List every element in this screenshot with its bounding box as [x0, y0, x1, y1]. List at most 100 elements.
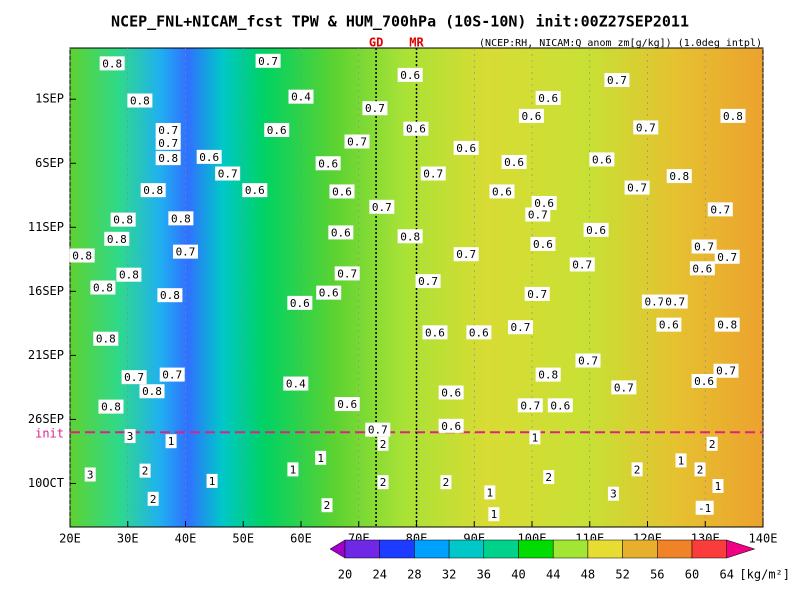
contour-label: 1 [209, 475, 216, 488]
contour-label: 0.7 [365, 102, 385, 115]
chart-subtitle: (NCEP:RH, NICAM:Q anom zm[g/kg]) (1.0deg… [479, 38, 762, 49]
contour-label-bg [535, 90, 561, 105]
contour-label: 0.8 [113, 214, 133, 227]
contour-label: 0.6 [331, 226, 351, 239]
contour-label-bg [422, 325, 448, 340]
contour-label: 0.6 [290, 297, 310, 310]
contour-label: 0.7 [158, 137, 178, 150]
contour-label: 0.7 [636, 121, 656, 134]
contour-label-bg [168, 211, 194, 226]
contour-label-bg [714, 317, 740, 332]
contour-label: 1 [491, 508, 498, 521]
contour-label-bg [329, 184, 355, 199]
contour-label-bg [453, 247, 479, 262]
contour-label-bg [127, 93, 153, 108]
colorbar-box [587, 539, 623, 559]
x-tick-label: 140E [749, 532, 778, 546]
y-tick-label: 16SEP [28, 284, 64, 298]
contour-label: 0.8 [102, 57, 122, 70]
contour-label-bg [334, 397, 360, 412]
contour-label-bg [488, 507, 500, 522]
colorbar-box [657, 539, 693, 559]
colorbar-box [448, 539, 485, 559]
y-tick-label: 6SEP [35, 156, 64, 170]
contour-label: 0.6 [534, 197, 554, 210]
contour-label-bg [675, 453, 687, 468]
contour-label-bg [147, 491, 159, 506]
contour-label-bg [438, 385, 464, 400]
contour-label: 0.6 [441, 420, 461, 433]
colorbar-label: 44 [546, 568, 560, 582]
contour-label-bg [328, 225, 354, 240]
contour-label-bg [525, 207, 551, 222]
contour-label: 0.7 [627, 182, 647, 195]
contour-label: 0.7 [456, 248, 476, 261]
contour-label-bg [155, 122, 181, 137]
contour-label: 2 [545, 471, 552, 484]
init-label: init [35, 427, 64, 441]
colorbar-box [344, 539, 380, 559]
contour-label-bg [283, 376, 309, 391]
contour-label: 1 [290, 463, 297, 476]
contour-label-bg [466, 325, 492, 340]
contour-label: 0.6 [456, 142, 476, 155]
contour-label-bg [689, 261, 715, 276]
contour-label: 0.6 [659, 319, 679, 332]
contour-label-bg [575, 353, 601, 368]
contour-label-bg [633, 120, 659, 135]
contour-label: 2 [142, 465, 149, 478]
contour-label: 0.7 [218, 168, 238, 181]
contour-label-bg [517, 398, 543, 413]
contour-label-bg [264, 122, 290, 137]
contour-label: 0.6 [492, 185, 512, 198]
contour-label: 0.7 [578, 355, 598, 368]
contour-label: 0.4 [286, 378, 306, 391]
contour-label: 0.7 [176, 246, 196, 259]
y-tick-label: 11SEP [28, 220, 64, 234]
contour-label-bg [712, 479, 724, 494]
contour-label: 1 [317, 452, 324, 465]
chart-title: NCEP_FNL+NICAM_fcst TPW & HUM_700hPa (10… [111, 13, 689, 31]
contour-label-bg [691, 373, 717, 388]
contour-label-bg [518, 108, 544, 123]
contour-label-bg [155, 135, 181, 150]
contour-label: 0.6 [692, 262, 712, 275]
contour-label-bg [420, 166, 446, 181]
contour-label: 3 [610, 488, 617, 501]
contour-label-bg [531, 195, 557, 210]
contour-label-bg [84, 467, 96, 482]
contour-label: 0.6 [504, 156, 524, 169]
colorbar-box [518, 539, 554, 559]
contour-label-bg [694, 462, 706, 477]
contour-label: 0.6 [694, 375, 714, 388]
contour-label: 0.8 [93, 282, 113, 295]
contour-label: -1 [698, 502, 711, 515]
contour-label-bg [624, 180, 650, 195]
contour-label: 0.7 [614, 381, 634, 394]
contour-label: 0.8 [669, 170, 689, 183]
contour-label-bg [90, 280, 116, 295]
contour-label: 0.8 [160, 289, 180, 302]
contour-label: 0.8 [130, 95, 150, 108]
contour-label-bg [547, 398, 573, 413]
contour-label-bg [611, 380, 637, 395]
marker-label: MR [409, 36, 424, 50]
contour-label: 0.7 [124, 371, 144, 384]
contour-label-bg [529, 430, 541, 445]
contour-label: 0.7 [644, 296, 664, 309]
contour-label: 0.8 [158, 152, 178, 165]
contour-label: 0.8 [143, 184, 163, 197]
colorbar-box [379, 539, 415, 559]
contour-label: 0.6 [245, 184, 265, 197]
contour-label: 0.7 [572, 258, 592, 271]
contour-label: 0.6 [267, 124, 287, 137]
contour-label-bg [362, 101, 388, 116]
contour-label-bg [377, 475, 389, 490]
contour-label-bg [196, 149, 222, 164]
contour-label: 0.7 [368, 424, 388, 437]
contour-label: 0.8 [723, 110, 743, 123]
contour-label-bg [501, 154, 527, 169]
contour-label-bg [589, 152, 615, 167]
contour-label-bg [315, 156, 341, 171]
